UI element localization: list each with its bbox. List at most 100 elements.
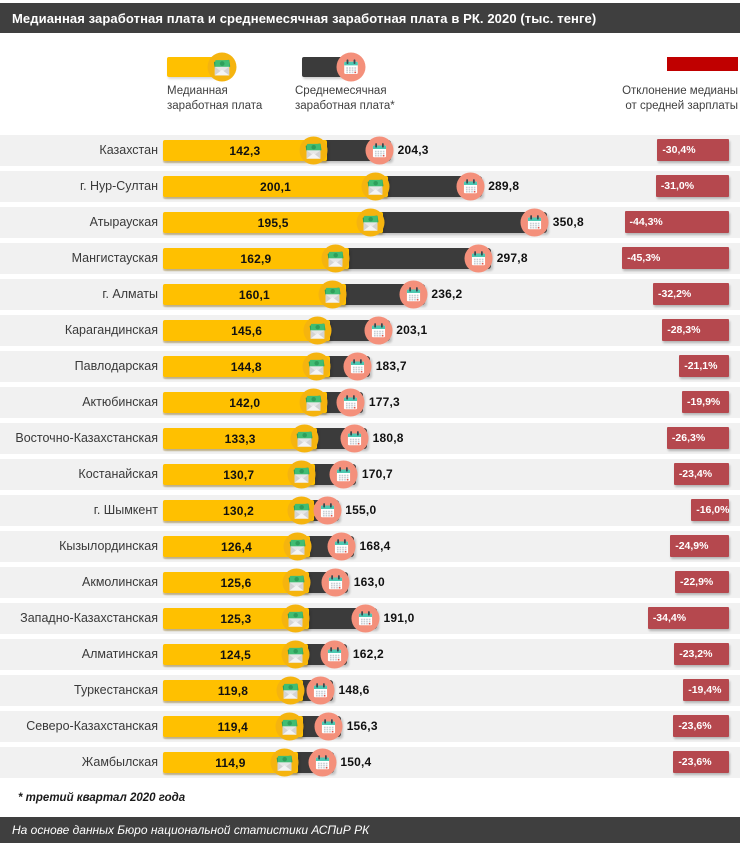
money-envelope-icon (282, 532, 312, 561)
average-salary-bar (329, 248, 491, 269)
median-value: 145,6 (231, 323, 263, 338)
region-label: г. Шымкент (93, 503, 158, 517)
median-salary-bar: 125,6 (163, 572, 310, 593)
money-envelope-icon (299, 136, 328, 165)
region-row: Мангистауская 162,9 297,8 -45,3% (0, 243, 740, 274)
average-value: 156,3 (346, 719, 378, 733)
calendar-icon (399, 280, 428, 309)
calendar-icon (308, 748, 337, 777)
region-row: Акмолинская 125,6 163,0 -22,9% (0, 567, 740, 598)
region-label: Туркестанская (74, 683, 158, 697)
median-value: 160,1 (238, 287, 270, 302)
region-row: Карагандинская 145,6 203,1 -28,3% (0, 315, 740, 346)
median-value: 133,3 (224, 431, 256, 446)
average-value: 204,3 (397, 143, 429, 157)
median-value: 130,2 (222, 503, 255, 518)
average-value: 203,1 (396, 323, 428, 337)
average-value: 183,7 (375, 359, 407, 373)
median-salary-bar: 162,9 (163, 248, 349, 269)
calendar-icon (336, 388, 365, 417)
median-salary-bar: 119,8 (163, 680, 303, 701)
region-label: Костанайская (78, 467, 158, 481)
chart-rows: Казахстан 142,3 204,3 -30,4% г. Нур-Султ… (0, 135, 740, 783)
median-salary-bar: 195,5 (163, 212, 384, 233)
median-salary-bar: 130,2 (163, 500, 314, 521)
average-value: 170,7 (361, 467, 393, 481)
calendar-icon (340, 424, 369, 453)
median-value: 126,4 (220, 539, 253, 554)
deviation-badge: -26,3% (666, 427, 729, 449)
average-salary-bar (364, 212, 547, 233)
region-row: Казахстан 142,3 204,3 -30,4% (0, 135, 740, 166)
median-value: 195,5 (257, 215, 289, 230)
money-envelope-icon (286, 496, 316, 525)
median-value: 130,7 (223, 467, 255, 482)
deviation-badge: -44,3% (624, 211, 729, 233)
calendar-icon (329, 460, 358, 489)
legend-median-bar-swatch (167, 57, 219, 77)
deviation-badge: -31,0% (655, 175, 729, 197)
money-envelope-icon (303, 316, 332, 345)
region-label: Актюбинская (82, 395, 158, 409)
deviation-badge: -23,4% (673, 463, 729, 485)
deviation-badge: -24,9% (670, 535, 729, 557)
median-salary-bar: 124,5 (163, 644, 308, 665)
region-label: Западно-Казахстанская (20, 611, 158, 625)
median-salary-bar: 133,3 (163, 428, 318, 449)
calendar-icon (314, 712, 343, 741)
average-value: 191,0 (383, 611, 415, 625)
median-value: 119,4 (217, 719, 248, 734)
region-row: г. Алматы 160,1 236,2 -32,2% (0, 279, 740, 310)
median-salary-bar: 119,4 (163, 716, 303, 737)
chart-title: Медианная заработная плата и среднемесяч… (12, 10, 597, 26)
region-row: г. Шымкент 130,2 155,0 -16,0% (0, 495, 740, 526)
money-envelope-icon (318, 280, 347, 309)
deviation-badge: -19,4% (683, 679, 729, 701)
calendar-icon (364, 316, 393, 345)
calendar-icon (336, 52, 366, 82)
money-envelope-icon (321, 244, 350, 273)
average-value: 163,0 (353, 575, 385, 589)
region-label: г. Алматы (102, 287, 158, 301)
money-envelope-icon (270, 748, 299, 777)
deviation-badge: -16,0% (691, 499, 729, 521)
median-salary-bar: 160,1 (163, 284, 346, 305)
average-value: 162,2 (352, 647, 384, 661)
median-value: 200,1 (260, 179, 292, 194)
region-row: Павлодарская 144,8 183,7 -21,1% (0, 351, 740, 382)
median-salary-bar: 144,8 (163, 356, 330, 377)
money-envelope-icon (275, 712, 304, 741)
average-value: 350,8 (552, 215, 584, 229)
calendar-icon (365, 136, 394, 165)
calendar-icon (343, 352, 372, 381)
median-salary-bar: 130,7 (163, 464, 315, 485)
deviation-badge: -45,3% (622, 247, 729, 269)
median-salary-bar: 145,6 (163, 320, 331, 341)
legend-median-label: Медианная заработная плата (167, 85, 263, 112)
average-value: 148,6 (338, 683, 370, 697)
money-envelope-icon (302, 352, 331, 381)
average-value: 297,8 (496, 251, 528, 265)
median-value: 125,6 (220, 575, 252, 590)
median-value: 142,0 (229, 395, 261, 410)
deviation-badge: -19,9% (682, 391, 729, 413)
deviation-badge: -23,2% (674, 643, 729, 665)
region-row: г. Нур-Султан 200,1 289,8 -31,0% (0, 171, 740, 202)
median-value: 144,8 (230, 359, 262, 374)
median-value: 124,5 (219, 647, 252, 662)
money-envelope-icon (207, 52, 237, 82)
legend-average-label: Среднемесячная заработная плата* (295, 85, 395, 112)
median-salary-bar: 142,0 (163, 392, 327, 413)
deviation-badge: -30,4% (657, 139, 729, 161)
average-salary-bar (369, 176, 483, 197)
median-salary-bar: 114,9 (163, 752, 298, 773)
title-bar: Медианная заработная плата и среднемесяч… (0, 3, 740, 33)
region-label: Восточно-Казахстанская (15, 431, 158, 445)
region-row: Туркестанская 119,8 148,6 -19,4% (0, 675, 740, 706)
legend-deviation-label: Отклонение медианы от средней зарплаты (622, 85, 738, 112)
source-text: На основе данных Бюро национальной стати… (12, 823, 370, 837)
money-envelope-icon (280, 640, 310, 669)
average-value: 155,0 (345, 503, 377, 517)
calendar-icon (520, 208, 549, 237)
region-label: Северо-Казахстанская (26, 719, 158, 733)
